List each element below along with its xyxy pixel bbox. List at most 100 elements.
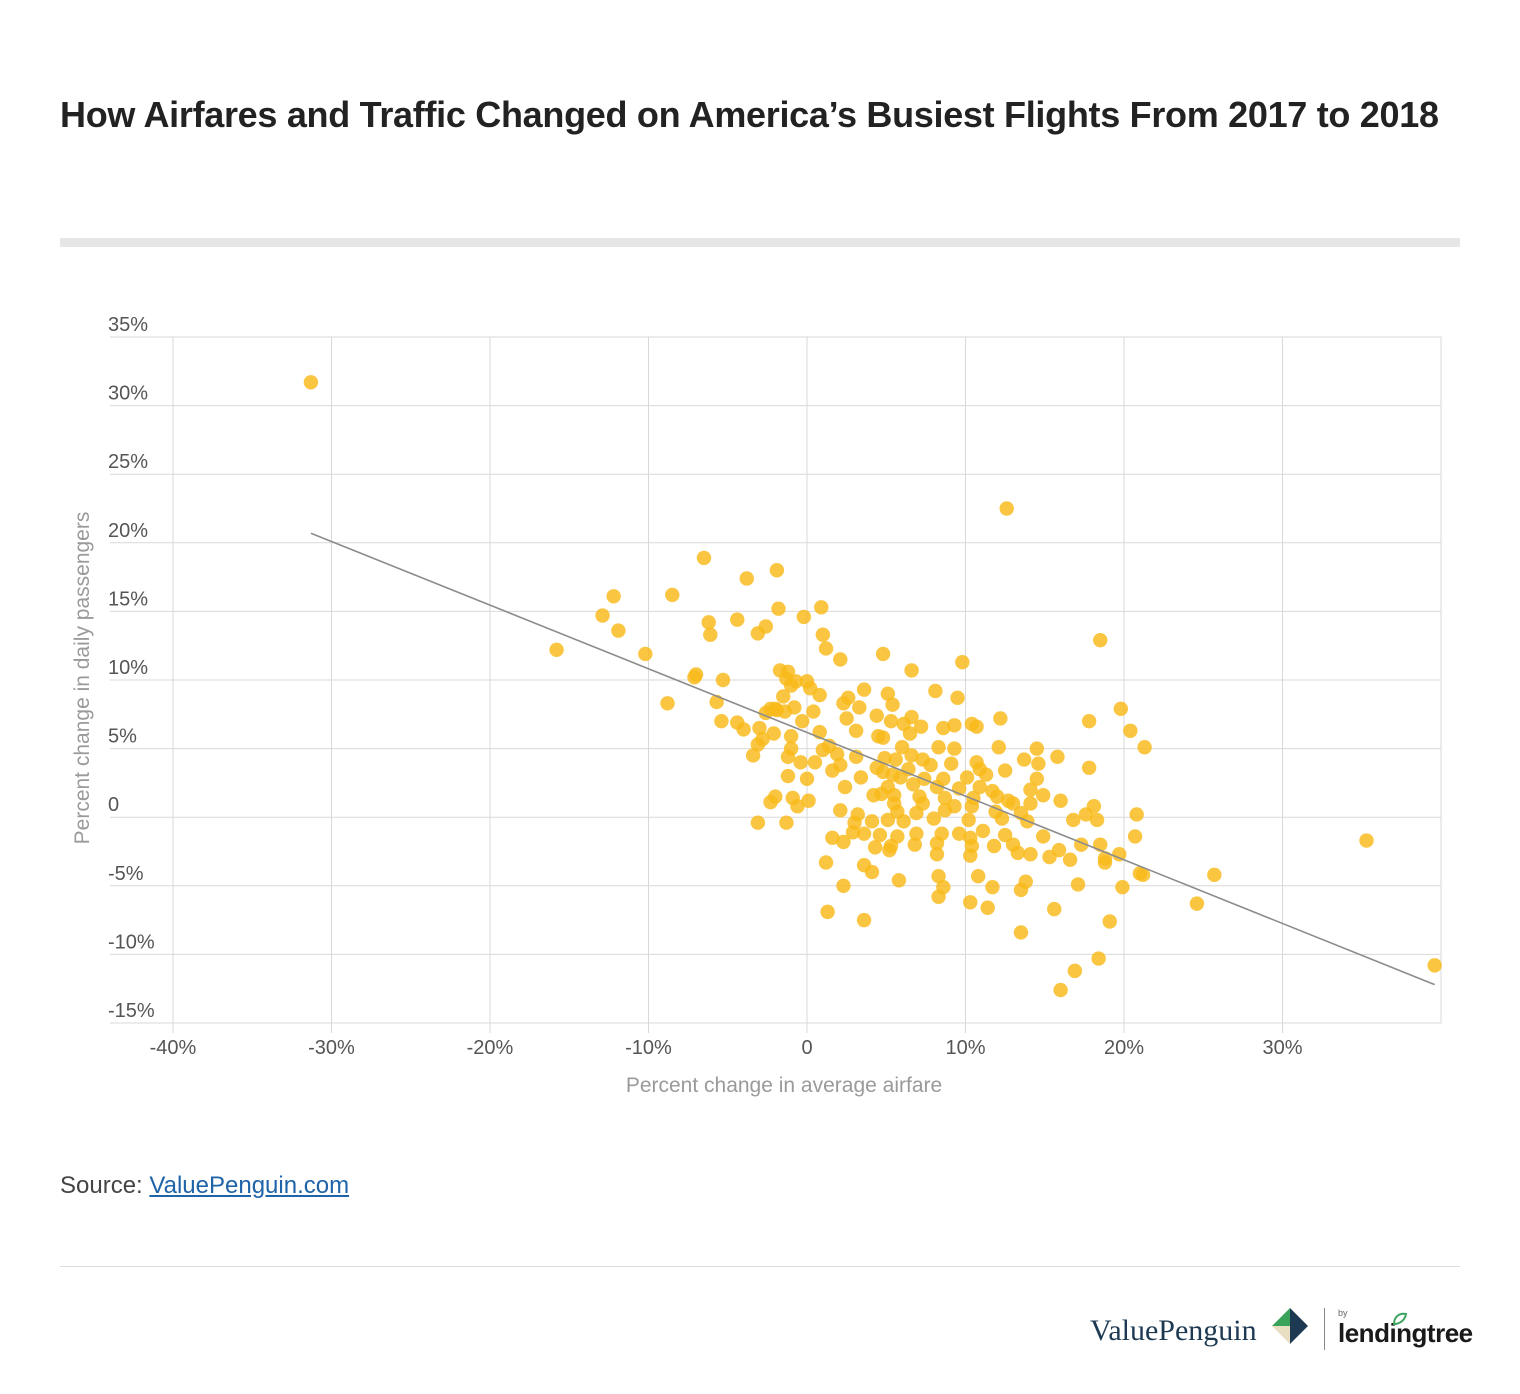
data-point [926, 811, 941, 826]
data-point [852, 700, 867, 715]
data-point [1001, 793, 1016, 808]
data-point [1029, 741, 1045, 756]
data-point [836, 878, 851, 893]
data-point [1053, 793, 1068, 808]
footer-divider [60, 1266, 1460, 1267]
y-tick-label: 25% [108, 451, 148, 473]
data-point [1102, 914, 1117, 929]
x-tick-label: 10% [945, 1037, 985, 1059]
data-point [972, 779, 987, 795]
data-point [796, 609, 812, 625]
data-point [606, 589, 621, 604]
data-point [1189, 896, 1205, 911]
data-point [714, 713, 729, 729]
data-point [874, 786, 889, 802]
data-point [845, 825, 861, 840]
data-point [931, 868, 946, 884]
data-point [715, 672, 731, 688]
data-point [909, 805, 924, 821]
trend-line [310, 532, 1435, 986]
data-point [665, 587, 680, 603]
chart-title: How Airfares and Traffic Changed on Amer… [60, 94, 1439, 135]
x-tick-label: -20% [467, 1037, 514, 1059]
data-point [904, 663, 919, 678]
data-point [839, 711, 854, 726]
scatter-chart: 35% 30% 25% 20% 15% 10% 5% 0 -5% -10% -15% -40% -30… [71, 314, 1442, 1097]
data-point [611, 623, 626, 638]
x-tick-label: -40% [150, 1037, 197, 1059]
data-point [978, 767, 994, 782]
y-axis-label: Percent change in daily passengers [71, 512, 94, 845]
data-point [961, 812, 976, 828]
data-point [638, 646, 653, 662]
valuepenguin-wordmark: ValuePenguin [1090, 1314, 1257, 1347]
data-point [1035, 788, 1051, 803]
data-point [1112, 847, 1127, 862]
data-point [703, 627, 718, 642]
data-point [869, 708, 884, 723]
data-point [776, 689, 791, 704]
data-point [780, 749, 796, 765]
source-link[interactable]: ValuePenguin.com [149, 1172, 350, 1199]
data-point [880, 686, 896, 701]
data-point [1123, 723, 1138, 738]
data-point [875, 646, 891, 662]
data-point [1067, 963, 1083, 979]
data-point [825, 830, 840, 845]
data-point [1010, 845, 1026, 861]
data-point [1113, 701, 1129, 717]
data-point [883, 713, 899, 729]
data-point [856, 912, 872, 928]
valuepenguin-logo-icon [1272, 1308, 1308, 1344]
brand-footer: ValuePenguin by lendingtree [1090, 1300, 1473, 1360]
data-point [937, 803, 953, 818]
data-point [825, 763, 840, 778]
data-point [1053, 982, 1068, 998]
data-point [777, 704, 793, 719]
data-point [1023, 796, 1038, 811]
data-point [902, 726, 918, 741]
data-point [929, 836, 945, 851]
data-point [1207, 867, 1222, 883]
y-tick-label: 10% [108, 657, 148, 679]
data-point [894, 740, 910, 755]
data-point [1081, 713, 1097, 729]
data-point [769, 563, 785, 578]
data-point [1070, 877, 1086, 892]
data-point [896, 814, 911, 829]
data-point [923, 757, 938, 773]
data-point [951, 826, 967, 841]
y-tick-label: 20% [108, 520, 148, 542]
y-tick-label: -5% [108, 863, 144, 885]
data-point [595, 608, 610, 623]
data-point [837, 779, 853, 795]
data-point [1127, 829, 1143, 844]
data-point [1031, 756, 1046, 771]
data-point [1359, 833, 1374, 848]
data-point [1042, 849, 1057, 865]
data-point [990, 789, 1005, 804]
x-tick-label: -30% [308, 1037, 355, 1059]
data-point [833, 803, 848, 818]
data-point [660, 696, 675, 711]
data-point [739, 571, 754, 586]
data-point [790, 799, 805, 814]
data-point [1097, 851, 1113, 866]
y-tick-label: 0 [108, 794, 119, 816]
data-point [771, 601, 786, 616]
data-point [947, 741, 962, 756]
data-point [893, 770, 908, 785]
data-point [872, 827, 888, 843]
data-point [931, 740, 946, 755]
x-axis-ticks: -40% -30% -20% -10% 0 10% 20% 30% [150, 1037, 1303, 1059]
by-label: by [1338, 1308, 1348, 1318]
data-point [766, 726, 781, 741]
data-point [1066, 812, 1081, 828]
data-point [864, 814, 880, 829]
data-point [980, 900, 995, 915]
data-point [963, 848, 978, 863]
y-axis-ticks: 35% 30% 25% 20% 15% 10% 5% 0 -5% -10% -15% [108, 314, 155, 1022]
y-tick-label: -15% [108, 1000, 155, 1022]
data-point [993, 711, 1008, 726]
data-point [997, 763, 1013, 778]
